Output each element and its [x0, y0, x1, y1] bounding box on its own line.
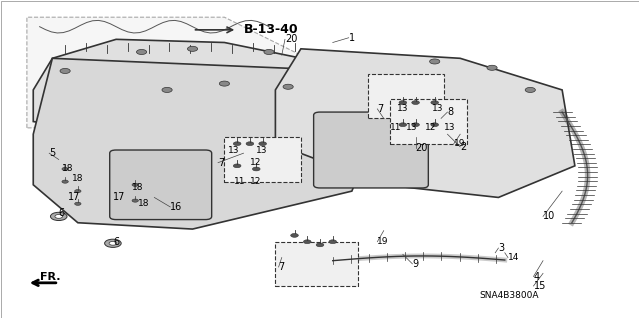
Circle shape: [259, 142, 266, 145]
Circle shape: [104, 239, 121, 248]
Polygon shape: [27, 17, 307, 128]
Text: 18: 18: [138, 199, 150, 208]
Circle shape: [220, 81, 230, 86]
Text: 13: 13: [431, 104, 443, 113]
Circle shape: [399, 101, 406, 105]
Text: 9: 9: [412, 259, 419, 269]
Polygon shape: [33, 58, 365, 229]
Circle shape: [316, 243, 324, 247]
Circle shape: [234, 164, 241, 168]
Text: 13: 13: [256, 145, 268, 154]
Text: 17: 17: [113, 192, 125, 203]
Circle shape: [109, 241, 116, 245]
Circle shape: [234, 142, 241, 145]
FancyBboxPatch shape: [314, 112, 428, 188]
Text: 18: 18: [62, 165, 74, 174]
Text: 3: 3: [499, 243, 504, 253]
Text: 8: 8: [447, 107, 454, 117]
Circle shape: [62, 180, 68, 183]
Circle shape: [62, 167, 68, 171]
Text: 11: 11: [234, 177, 246, 186]
FancyBboxPatch shape: [275, 242, 358, 286]
Circle shape: [60, 69, 70, 73]
Circle shape: [252, 167, 260, 171]
Text: 12: 12: [250, 158, 261, 167]
Text: 20: 20: [415, 144, 428, 153]
Circle shape: [246, 142, 253, 145]
Circle shape: [264, 49, 274, 55]
FancyBboxPatch shape: [368, 74, 444, 118]
Text: 20: 20: [285, 34, 298, 44]
Text: 15: 15: [534, 281, 546, 291]
Text: 6: 6: [113, 237, 119, 247]
Text: SNA4B3800A: SNA4B3800A: [479, 291, 539, 300]
Text: 19: 19: [454, 139, 465, 148]
Circle shape: [75, 202, 81, 205]
Circle shape: [283, 84, 293, 89]
Circle shape: [487, 65, 497, 70]
Circle shape: [162, 87, 172, 93]
Circle shape: [132, 199, 138, 202]
Circle shape: [412, 101, 419, 105]
Text: 12: 12: [250, 177, 261, 186]
Polygon shape: [275, 49, 575, 197]
Text: 11: 11: [390, 123, 401, 132]
Text: 12: 12: [425, 123, 436, 132]
Text: 7: 7: [218, 158, 224, 168]
Circle shape: [132, 183, 138, 186]
Text: 14: 14: [508, 253, 519, 262]
Circle shape: [431, 101, 438, 105]
Polygon shape: [33, 39, 333, 134]
Text: 5: 5: [49, 148, 56, 158]
Circle shape: [136, 49, 147, 55]
Circle shape: [431, 123, 438, 127]
Text: 10: 10: [543, 211, 556, 221]
Circle shape: [303, 240, 311, 244]
Text: 7: 7: [278, 262, 285, 272]
Text: 16: 16: [170, 202, 182, 212]
Text: FR.: FR.: [40, 271, 60, 281]
Text: 19: 19: [378, 237, 389, 246]
Circle shape: [55, 214, 63, 218]
Text: 1: 1: [349, 33, 355, 43]
Circle shape: [75, 189, 81, 193]
Circle shape: [399, 123, 406, 127]
Text: B-13-40: B-13-40: [244, 23, 298, 36]
Text: 2: 2: [460, 142, 467, 152]
Text: 6: 6: [59, 208, 65, 218]
Circle shape: [188, 46, 198, 51]
Circle shape: [51, 212, 67, 220]
Circle shape: [329, 240, 337, 244]
Text: 13: 13: [228, 145, 239, 154]
Text: 18: 18: [72, 174, 83, 183]
Circle shape: [291, 234, 298, 237]
FancyBboxPatch shape: [225, 137, 301, 182]
Text: 17: 17: [68, 192, 81, 203]
Text: 18: 18: [132, 183, 143, 192]
Text: 13: 13: [396, 104, 408, 113]
Text: 13: 13: [444, 123, 456, 132]
Circle shape: [429, 59, 440, 64]
Text: 7: 7: [378, 104, 383, 114]
FancyBboxPatch shape: [109, 150, 212, 219]
Text: 4: 4: [534, 271, 540, 281]
FancyBboxPatch shape: [390, 100, 467, 144]
Circle shape: [525, 87, 536, 93]
Text: 13: 13: [406, 123, 417, 132]
Circle shape: [412, 123, 419, 127]
